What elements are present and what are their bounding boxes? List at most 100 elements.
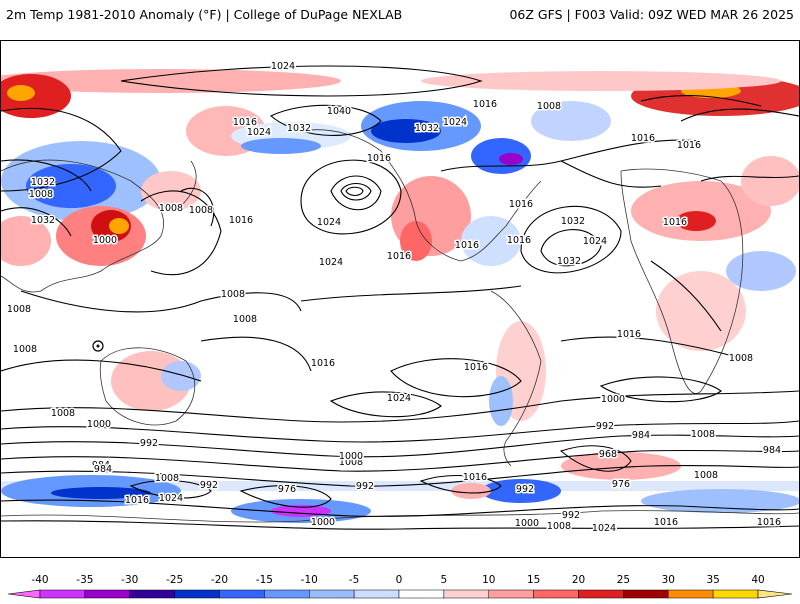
cold-anomaly-labrador-core bbox=[499, 153, 523, 165]
isobar-label: 984 bbox=[632, 430, 650, 441]
warm-anomaly-arctic-west bbox=[1, 69, 341, 93]
isobar-label: 1000 bbox=[339, 451, 363, 462]
colorbar-swatch bbox=[84, 589, 130, 599]
isobar-label: 1016 bbox=[463, 472, 487, 483]
isobar-label: 992 bbox=[516, 484, 534, 495]
isobar-label: 1008 bbox=[221, 289, 245, 300]
isobar-label: 1008 bbox=[7, 304, 31, 315]
isobar-label: 1016 bbox=[311, 358, 335, 369]
isobar-label: 1008 bbox=[13, 344, 37, 355]
colorbar-tick-label: -40 bbox=[31, 574, 48, 586]
isobar-label: 1032 bbox=[557, 256, 581, 267]
map-canvas: 1024104010161032102410081016101610321024… bbox=[1, 60, 799, 536]
colorbar-tick-label: 35 bbox=[706, 574, 719, 586]
isobars bbox=[1, 65, 799, 530]
colorbar-swatch bbox=[623, 589, 669, 599]
isobar-label: 1024 bbox=[319, 257, 343, 268]
colorbar-tick-label: 5 bbox=[441, 574, 448, 586]
isobar-label: 1016 bbox=[507, 235, 531, 246]
colorbar-tick-label: 40 bbox=[751, 574, 764, 586]
anomaly-map: 1024 1040 1016 1032 1024 1008 1016 1016 1032 1024… bbox=[0, 40, 800, 558]
colorbar-swatch bbox=[488, 589, 534, 599]
warm-anomaly-china-peak bbox=[109, 218, 129, 234]
colorbar-tick-label: -30 bbox=[121, 574, 138, 586]
isobar-label: 1000 bbox=[311, 517, 335, 528]
colorbar-swatch bbox=[219, 589, 265, 599]
cool-anomaly-greenland bbox=[531, 101, 611, 141]
map-title: 2m Temp 1981-2010 Anomaly (°F) | College… bbox=[6, 7, 403, 22]
isobar-label: 1032 bbox=[415, 123, 439, 134]
model-run-info: 06Z GFS | F003 Valid: 09Z WED MAR 26 202… bbox=[509, 7, 794, 22]
colorbar-arrow-low bbox=[7, 589, 41, 599]
warm-anomaly-siberia-core bbox=[7, 85, 35, 101]
isobar-label: 1008 bbox=[189, 205, 213, 216]
isobar-label: 1008 bbox=[537, 101, 561, 112]
coastline-africa bbox=[620, 168, 744, 394]
isobar-label: 1024 bbox=[443, 117, 467, 128]
colorbar-tick-label: -35 bbox=[76, 574, 93, 586]
warm-anomaly-arctic-band bbox=[421, 71, 781, 91]
warm-anomaly-middle-east bbox=[741, 156, 799, 206]
isobar-labels: 1024104010161032102410081016101610321024… bbox=[5, 60, 782, 536]
warm-anomaly-central-africa bbox=[656, 271, 746, 351]
cold-anomaly-canada-core bbox=[371, 119, 441, 143]
isobar-label: 1016 bbox=[367, 153, 391, 164]
cool-anomaly-andes bbox=[489, 376, 513, 426]
isobar-label: 1008 bbox=[51, 408, 75, 419]
colorbar-tick-label: -15 bbox=[256, 574, 273, 586]
colorbar-swatch bbox=[443, 589, 489, 599]
colorbar-tick-label: 0 bbox=[396, 574, 403, 586]
isobar-label: 1008 bbox=[29, 189, 53, 200]
isobar-label: 1016 bbox=[233, 117, 257, 128]
isobar-label: 1024 bbox=[247, 127, 271, 138]
colorbar-tick-label: 30 bbox=[662, 574, 675, 586]
colorbar-tick-label: -10 bbox=[301, 574, 318, 586]
isobar-label: 1024 bbox=[271, 61, 295, 72]
cold-anomaly-central-asia-core bbox=[26, 164, 116, 208]
map-header: 2m Temp 1981-2010 Anomaly (°F) | College… bbox=[0, 0, 800, 34]
pressure-centers bbox=[92, 340, 104, 352]
isobar-label: 1032 bbox=[31, 215, 55, 226]
warm-anomaly-india bbox=[1, 216, 51, 266]
isobar-label: 1008 bbox=[691, 429, 715, 440]
isobar-label: 984 bbox=[94, 464, 112, 475]
isobar-label: 992 bbox=[140, 438, 158, 449]
isobar-label: 1016 bbox=[631, 133, 655, 144]
coastline-australia bbox=[99, 347, 195, 426]
warm-anomaly-southwest bbox=[400, 221, 432, 261]
colorbar-swatch bbox=[668, 589, 714, 599]
cold-anomaly-antarctic-west-core bbox=[51, 487, 151, 499]
isobar-label: 1016 bbox=[757, 517, 781, 528]
cool-anomaly-arabia bbox=[726, 251, 796, 291]
anomaly-shading bbox=[1, 69, 799, 523]
cool-anomaly-us-east bbox=[461, 216, 521, 266]
cold-anomaly-bering bbox=[241, 138, 321, 154]
isobar-label: 1016 bbox=[617, 329, 641, 340]
isobar-label: 1000 bbox=[515, 518, 539, 529]
coastline-north-america bbox=[300, 129, 542, 262]
isobar-label: 968 bbox=[599, 449, 617, 460]
colorbar-tick-label: -25 bbox=[166, 574, 183, 586]
isobar-label: 976 bbox=[612, 479, 630, 490]
colorbar-tick-label: -5 bbox=[349, 574, 359, 586]
isobar-label: 1000 bbox=[93, 235, 117, 246]
isobar-label: 1008 bbox=[233, 314, 257, 325]
isobar-label: 1008 bbox=[339, 457, 363, 468]
isobar-label: 1008 bbox=[159, 203, 183, 214]
isobar-label: 992 bbox=[562, 510, 580, 521]
colorbar-swatch bbox=[533, 589, 579, 599]
isobar-label: 1032 bbox=[287, 123, 311, 134]
colorbar-tick-label: 20 bbox=[572, 574, 585, 586]
isobar-label: 1024 bbox=[159, 493, 183, 504]
coastline-south-america bbox=[490, 290, 542, 467]
isobar-label: 992 bbox=[200, 480, 218, 491]
colorbar-canvas: -40 -35 -30 -25 -20 -15 -10 -5 0 5 10 15 20 25 30 35 40 bbox=[7, 574, 793, 599]
warm-anomaly-siberia bbox=[1, 74, 71, 118]
colorbar-tick-label: 25 bbox=[617, 574, 630, 586]
isobar-label: 992 bbox=[356, 481, 374, 492]
isobar-label: 1008 bbox=[729, 353, 753, 364]
colorbar-swatch bbox=[353, 589, 400, 599]
warm-anomaly-sahara bbox=[676, 211, 716, 231]
colorbar-tick-label: 15 bbox=[527, 574, 540, 586]
colorbar-tick-label: 10 bbox=[482, 574, 495, 586]
